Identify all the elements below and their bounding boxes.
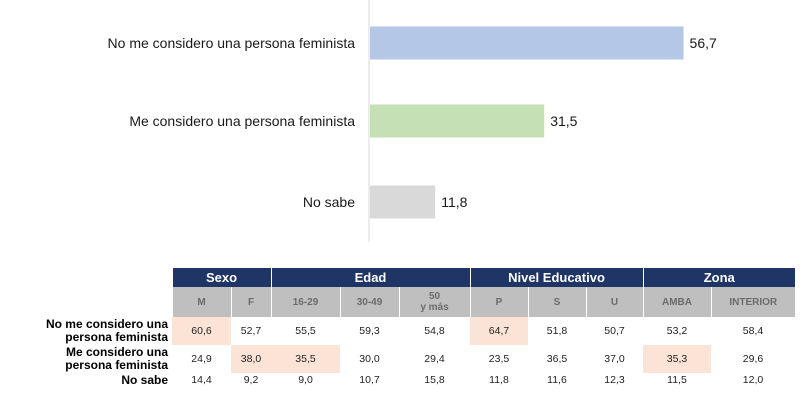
table-cell: 50,7 [604, 325, 625, 337]
column-header-row: M F 16-29 30-49 50 y más P S U AMBA INTERIOR [0, 287, 795, 317]
table-row: Me considero una persona feminista 24,9 38,… [0, 345, 795, 373]
table-cell: 12,0 [742, 374, 764, 386]
column-header: AMBA [642, 287, 711, 317]
bar-no-sabe [370, 185, 436, 219]
table-cell: 12,3 [604, 374, 625, 386]
column-header: F [230, 287, 271, 317]
group-header: Edad [270, 268, 470, 287]
table-cell: 37,0 [604, 353, 625, 365]
table-cell: 11,6 [547, 374, 567, 386]
table-cell: 14,4 [191, 374, 212, 386]
table-cell: 52,7 [240, 325, 262, 337]
column-header: 50 y más [398, 287, 470, 317]
table-cell: 9,0 [298, 374, 313, 386]
group-header: Nivel Educativo [469, 268, 643, 287]
column-header: S [527, 287, 586, 317]
category-label: No sabe [303, 194, 355, 210]
value-label: 11,8 [441, 194, 467, 210]
table-cell: 36,5 [546, 353, 568, 365]
column-header: INTERIOR [710, 287, 795, 317]
column-header: M [171, 287, 231, 317]
bar-no-me-considero-una-persona-feminista [370, 26, 684, 60]
table-cell: 30,0 [359, 353, 380, 365]
table-cell: 58,4 [742, 325, 764, 337]
table-cell: 15,8 [424, 374, 445, 386]
row-label: Me considero una persona feminista [65, 345, 168, 372]
column-header: 30-49 [339, 287, 399, 317]
table-cell: 29,6 [742, 353, 764, 365]
corner-cell [0, 268, 172, 287]
table-cell: 10,7 [359, 374, 380, 386]
table-cell: 9,2 [243, 374, 259, 386]
table-cell: 53,2 [666, 325, 688, 337]
table-cell: 60,6 [172, 317, 231, 345]
breakdown-table: Sexo Edad Nivel Educativo Zona M F 16-29 30-49… [0, 268, 808, 403]
row-label: No sabe [121, 372, 168, 387]
group-header: Sexo [171, 268, 271, 287]
table-cell: 11,8 [489, 374, 509, 386]
table-cell: 24,9 [191, 353, 212, 365]
corner-cell [0, 287, 172, 317]
group-header-row: Sexo Edad Nivel Educativo Zona [0, 268, 795, 287]
table-cell: 35,5 [271, 345, 340, 373]
table-cell: 23,5 [488, 353, 510, 365]
table-cell: 35,3 [643, 345, 711, 373]
category-label: No me considero una persona feminista [108, 35, 356, 51]
table-row: No me considero una persona feminista 60,6… [0, 317, 795, 345]
table-cell: 54,8 [424, 325, 445, 337]
column-header: 16-29 [270, 287, 340, 317]
table-cell: 59,3 [359, 325, 380, 337]
bar-me-considero-una-persona-feminista [370, 104, 545, 138]
category-label: Me considero una persona feminista [129, 113, 355, 129]
table-cell: 51,8 [546, 325, 568, 337]
table-cell: 29,4 [424, 353, 445, 365]
group-header: Zona [642, 268, 795, 287]
table-cell: 38,0 [231, 345, 271, 373]
bar-chart: No me considero una persona feminista 56,… [108, 0, 717, 242]
row-label: No me considero una persona feminista [45, 317, 168, 344]
table-cell: 11,5 [667, 374, 687, 386]
value-label: 56,7 [690, 35, 717, 51]
value-label: 31,5 [550, 113, 577, 129]
table-row: No sabe 14,4 9,2 9,0 10,7 15,8 11,8 11,6 12,3 11,… [0, 373, 795, 387]
breakdown-grid: Sexo Edad Nivel Educativo Zona M F 16-29 30-49… [0, 268, 795, 387]
table-cell: 64,7 [470, 317, 528, 345]
table-body: No me considero una persona feminista 60,6… [0, 317, 795, 387]
column-header: P [469, 287, 528, 317]
column-header: U [585, 287, 643, 317]
table-cell: 55,5 [295, 325, 316, 337]
